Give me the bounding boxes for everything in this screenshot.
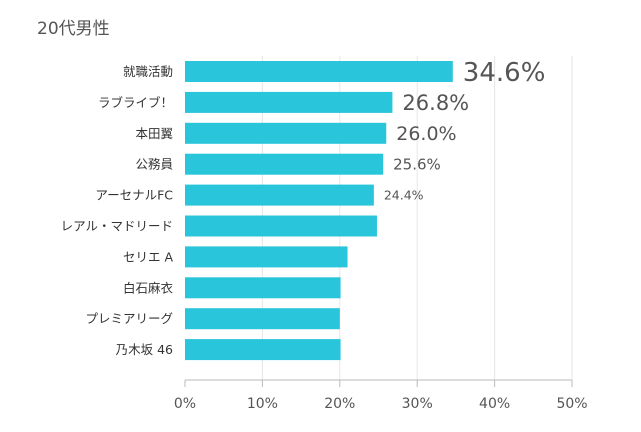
category-label: 就職活動 xyxy=(123,64,173,79)
data-label: 26.8% xyxy=(402,91,469,115)
data-label: 26.0% xyxy=(396,123,456,145)
bar xyxy=(185,215,377,237)
bar xyxy=(185,91,393,113)
category-label: 白石麻衣 xyxy=(123,280,174,295)
category-label: レアル・マドリード xyxy=(61,219,173,234)
data-label: 25.6% xyxy=(393,156,441,174)
x-tick-label: 30% xyxy=(402,396,433,412)
chart-title: 20代男性 xyxy=(37,19,110,39)
data-label: 34.6% xyxy=(463,58,546,88)
bar xyxy=(185,277,341,299)
category-label: 本田翼 xyxy=(135,126,173,141)
category-label: ラブライブ！ xyxy=(98,95,173,110)
x-tick-label: 40% xyxy=(479,396,510,412)
x-tick-label: 50% xyxy=(556,396,587,412)
x-tick-label: 20% xyxy=(324,396,355,412)
x-tick-label: 10% xyxy=(247,396,278,412)
bar xyxy=(185,184,374,206)
bar xyxy=(185,339,341,361)
bar xyxy=(185,246,348,268)
bar xyxy=(185,308,340,330)
x-tick-label: 0% xyxy=(174,396,196,412)
bar xyxy=(185,61,453,82)
category-label: プレミアリーグ xyxy=(85,311,173,326)
category-label: 公務員 xyxy=(135,157,173,172)
bar xyxy=(185,122,387,144)
bar xyxy=(185,153,384,175)
data-label: 24.4% xyxy=(384,188,424,203)
category-label: アーセナルFC xyxy=(95,188,173,203)
category-label: セリエ A xyxy=(123,249,173,264)
category-label: 乃木坂 46 xyxy=(116,342,173,357)
